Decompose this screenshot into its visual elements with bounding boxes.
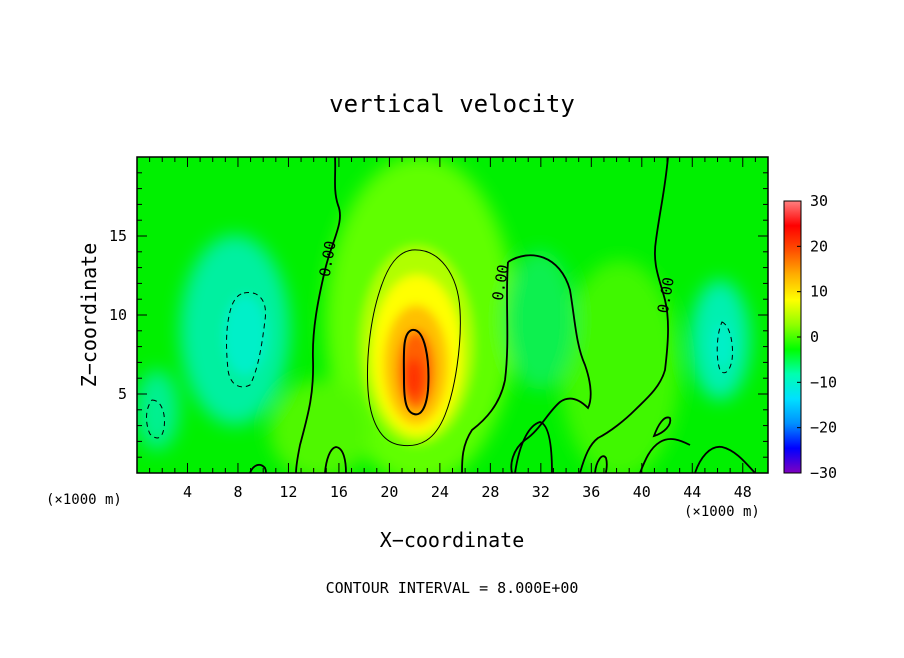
- y-tick-label: 10: [109, 306, 127, 324]
- zero-contour-small-loop: [652, 416, 672, 438]
- downdraft-core: [223, 295, 267, 375]
- colorbar-tick-label: 30: [810, 192, 828, 210]
- zero-contour-bottom-mid: [514, 421, 553, 473]
- colorbar-tick-label: −10: [810, 373, 837, 391]
- updraft-ring-5: [405, 358, 423, 398]
- x-tick-label: 32: [532, 483, 550, 501]
- updraft-right: [560, 260, 680, 473]
- x-tick-label: 40: [633, 483, 651, 501]
- contour-interval-note: CONTOUR INTERVAL = 8.000E+00: [326, 579, 579, 597]
- colorbar-ticks: 30 20 10 0 −10 −20 −30: [797, 192, 837, 482]
- zero-contour-mid-left: [461, 261, 509, 473]
- downdraft-edge: [137, 370, 179, 450]
- zero-contour-bottom-tiny: [249, 463, 267, 473]
- x-tick-label: 4: [183, 483, 192, 501]
- y-axis-ticks: 5 10 15: [109, 172, 768, 458]
- zero-contour-bottom-small: [594, 455, 608, 473]
- zero-contour-corner: [694, 446, 756, 473]
- y-tick-label: 15: [109, 227, 127, 245]
- zero-contour-bottom-left: [324, 446, 347, 473]
- x-tick-label: 48: [734, 483, 752, 501]
- colorbar-gradient: [784, 201, 801, 473]
- y-tick-label: 5: [118, 385, 127, 403]
- y-axis-title: Z−coordinate: [77, 243, 101, 388]
- colorbar-tick-label: −20: [810, 419, 837, 437]
- x-axis-title: X−coordinate: [380, 528, 525, 552]
- x-tick-label: 36: [582, 483, 600, 501]
- contour-plus-8: [367, 249, 461, 447]
- x-tick-label: 8: [233, 483, 242, 501]
- zero-contour-left: [295, 157, 341, 473]
- contour-label: 0.00: [316, 239, 340, 278]
- colorbar-tick-label: 0: [810, 328, 819, 346]
- x-unit-right: (×1000 m): [684, 504, 760, 520]
- zero-contour-mid: [507, 254, 592, 473]
- colorbar: 30 20 10 0 −10 −20 −30: [783, 192, 837, 482]
- contour-lines: [146, 157, 756, 473]
- contour-minus-8-left: [226, 291, 267, 388]
- chart-title: vertical velocity: [329, 90, 575, 118]
- x-tick-label: 16: [330, 483, 348, 501]
- x-tick-label: 28: [481, 483, 499, 501]
- contour-label-layer: 0.00 0.00 0.00: [316, 239, 678, 314]
- zero-contour-right: [579, 157, 669, 473]
- x-tick-label: 44: [683, 483, 701, 501]
- colorbar-tick-label: 20: [810, 237, 828, 255]
- contour-minus-8-edge: [146, 399, 165, 439]
- x-tick-label: 20: [380, 483, 398, 501]
- downdraft-mid: [505, 250, 575, 390]
- x-tick-label: 12: [279, 483, 297, 501]
- x-unit-left: (×1000 m): [46, 492, 122, 508]
- updraft-lower-left: [270, 380, 370, 473]
- heatmap-field: 0.00 0.00 0.00: [137, 157, 768, 473]
- zero-contour-lower-right: [639, 438, 691, 473]
- contour-minus-8-right: [716, 321, 733, 374]
- contour-label: 0.00: [489, 263, 513, 302]
- x-tick-label: 24: [431, 483, 449, 501]
- colorbar-tick-label: 10: [810, 283, 828, 301]
- updraft-core-blobs: [223, 245, 732, 445]
- contour-plus-16: [402, 329, 430, 416]
- contour-label: 0.00: [654, 276, 678, 315]
- colorbar-tick-label: −30: [810, 464, 837, 482]
- x-axis-ticks: 4 8 12 16 20 24 28 32 36 40 44 48: [149, 157, 756, 501]
